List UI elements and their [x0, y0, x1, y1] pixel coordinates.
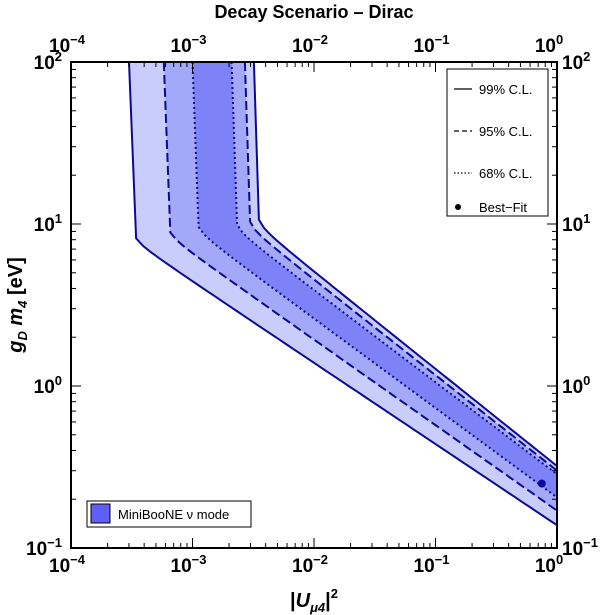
y-tick-label-right: 10−1 — [562, 535, 598, 560]
chart-title: Decay Scenario – Dirac — [214, 2, 413, 22]
region-95 — [163, 62, 557, 511]
dataset-legend: MiniBooNE ν mode — [86, 500, 252, 528]
legend-label-99: 99% C.L. — [479, 82, 532, 97]
legend-label-68: 68% C.L. — [479, 166, 532, 181]
axis-ticks — [70, 61, 558, 549]
x-tick-label-bottom: 10−1 — [414, 552, 450, 577]
contour-99-left — [128, 62, 557, 527]
x-tick-label-top: 10−2 — [292, 32, 328, 57]
y-tick-label-left: 100 — [34, 373, 62, 398]
x-tick-label-bottom: 10−2 — [292, 552, 328, 577]
contour-68-right — [230, 62, 557, 475]
region-68 — [192, 62, 557, 498]
y-tick-label-left: 102 — [34, 49, 62, 74]
x-tick-label-bottom: 10−4 — [49, 552, 86, 577]
y-tick-label-left: 101 — [34, 211, 62, 236]
y-axis-label: gD m4 [eV] — [5, 257, 30, 354]
dataset-swatch — [90, 503, 111, 524]
x-tick-label-bottom: 10−3 — [171, 552, 207, 577]
x-axis-label: |Uμ4|2 — [290, 586, 338, 615]
best-fit-group — [537, 479, 546, 488]
contour-95-left — [162, 62, 557, 512]
y-tick-label-right: 102 — [562, 49, 590, 74]
x-tick-label-top: 10−3 — [171, 32, 207, 57]
y-tick-label-left: 10−1 — [26, 535, 62, 560]
y-tick-label-right: 101 — [562, 211, 590, 236]
legend-best-fit-marker — [455, 204, 461, 210]
legend-label-95: 95% C.L. — [479, 124, 532, 139]
x-tick-label-bottom: 100 — [535, 552, 563, 577]
legend-box — [446, 68, 549, 217]
x-tick-label-top: 100 — [535, 32, 563, 57]
y-tick-label-right: 100 — [562, 373, 590, 398]
svg-text:gD m4 [eV]: gD m4 [eV] — [5, 257, 30, 354]
x-tick-label-top: 10−1 — [414, 32, 450, 57]
svg-text:|Uμ4|2: |Uμ4|2 — [290, 586, 338, 615]
dataset-legend-box — [86, 500, 252, 528]
legend-label-best-fit: Best−Fit — [479, 200, 527, 215]
axis-tick-labels: 10−410−410−310−310−210−210−110−110010010… — [26, 32, 598, 577]
dataset-legend-label: MiniBooNE ν mode — [118, 507, 229, 522]
confidence-contours — [128, 62, 557, 527]
contour-99-right — [252, 62, 557, 467]
contour-95-right — [243, 62, 557, 472]
x-tick-label-top: 10−4 — [49, 32, 86, 57]
best-fit-point — [537, 479, 546, 488]
legend: 99% C.L. 95% C.L. 68% C.L. Best−Fit — [446, 68, 549, 217]
